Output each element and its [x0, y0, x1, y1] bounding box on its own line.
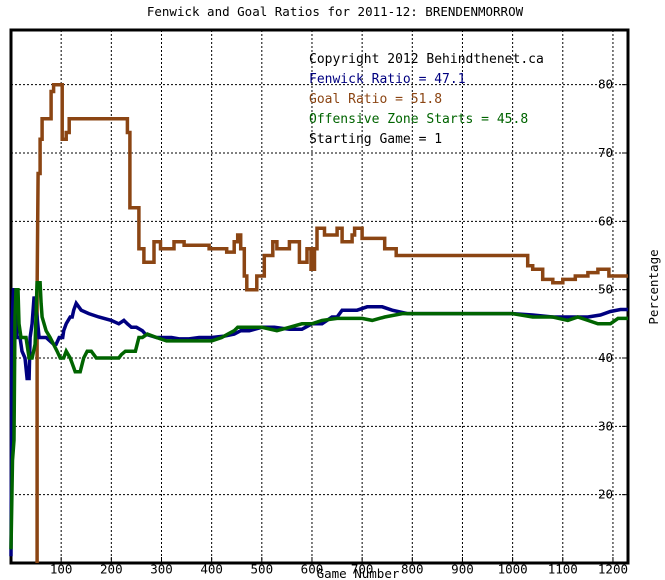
- x-tick-label-800: 800: [401, 562, 424, 577]
- x-tick-label-900: 900: [451, 562, 474, 577]
- x-tick-label-300: 300: [150, 562, 173, 577]
- legend-entry-fenwick-ratio: Fenwick Ratio = 47.1: [309, 72, 466, 87]
- series-line-offensive-zone-starts: [9, 281, 628, 550]
- series-line-goal-ratio: [35, 82, 628, 563]
- y-tick-label-30: 30: [598, 418, 613, 433]
- x-axis-label: Game Number: [317, 566, 400, 580]
- y-tick-label-40: 40: [598, 350, 613, 365]
- y-tick-label-60: 60: [598, 213, 613, 228]
- x-tick-label-700: 700: [351, 562, 374, 577]
- x-tick-label-600: 600: [301, 562, 324, 577]
- legend-entry-offensive-zone-starts: Offensive Zone Starts = 45.8: [309, 112, 528, 127]
- legend-entry-goal-ratio: Goal Ratio = 51.8: [309, 92, 442, 107]
- chart-title: Fenwick and Goal Ratios for 2011-12: BRE…: [147, 4, 524, 19]
- x-tick-label-400: 400: [200, 562, 223, 577]
- x-tick-label-1000: 1000: [498, 562, 528, 577]
- x-tick-label-1200: 1200: [598, 562, 628, 577]
- y-tick-label-70: 70: [598, 145, 613, 160]
- series-layer: [9, 82, 628, 563]
- ticks: 100 200 300 400 500 600 700 800 900 1000 1100 1200 2…: [50, 77, 628, 577]
- y-tick-label-20: 20: [598, 487, 613, 502]
- starting-game-text: Starting Game = 1: [309, 132, 442, 147]
- x-tick-label-100: 100: [50, 562, 73, 577]
- legend: Copyright 2012 Behindthenet.ca Fenwick R…: [309, 52, 544, 147]
- y-tick-label-50: 50: [598, 282, 613, 297]
- x-tick-label-1100: 1100: [548, 562, 578, 577]
- x-tick-label-200: 200: [100, 562, 123, 577]
- copyright-text: Copyright 2012 Behindthenet.ca: [309, 52, 544, 67]
- y-axis-label: Percentage: [646, 249, 661, 324]
- plot-frame: [9, 28, 630, 565]
- x-tick-label-500: 500: [251, 562, 274, 577]
- y-tick-label-80: 80: [598, 77, 613, 92]
